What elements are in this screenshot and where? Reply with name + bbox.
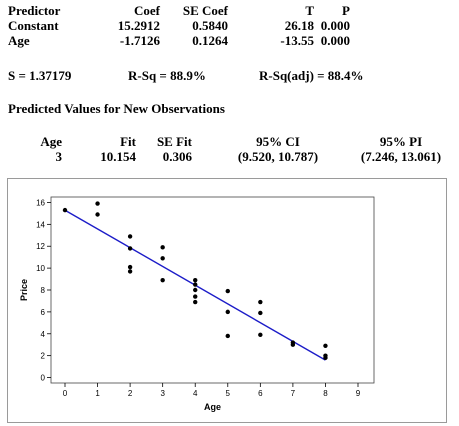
- stat-rsq-adj: R-Sq(adj) = 88.4%: [259, 68, 364, 83]
- y-tick-label: 12: [36, 242, 45, 251]
- data-point: [225, 309, 230, 315]
- data-point: [323, 343, 328, 348]
- x-tick-label: 0: [63, 389, 68, 398]
- plot-axes: [47, 196, 375, 387]
- pred-header-age: Age: [40, 134, 62, 149]
- data-point: [127, 246, 133, 251]
- data-point: [193, 299, 198, 305]
- x-tick-label: 3: [160, 389, 165, 398]
- y-axis-title: Price: [19, 279, 29, 301]
- y-tick-label: 4: [41, 330, 46, 339]
- y-tick-label: 6: [41, 308, 46, 317]
- stat-rsq: R-Sq = 88.9%: [128, 68, 206, 83]
- pred-ci-value: (9.520, 10.787): [237, 149, 319, 164]
- x-tick-label: 4: [193, 389, 198, 398]
- pred-header-se-fit: SE Fit: [156, 134, 192, 149]
- data-point: [258, 332, 263, 338]
- data-point: [225, 288, 230, 294]
- row-constant-t: 26.18: [284, 18, 314, 33]
- stat-s: S = 1.37179: [8, 68, 72, 83]
- data-point: [160, 277, 165, 283]
- row-age-p: 0.000: [320, 33, 350, 48]
- x-tick-label: 9: [356, 389, 361, 398]
- x-tick-label: 2: [128, 389, 133, 398]
- y-tick-label: 2: [41, 352, 46, 361]
- data-point: [193, 294, 198, 299]
- header-coef: Coef: [134, 3, 160, 18]
- row-constant-coef: 15.2912: [117, 18, 160, 33]
- header-t: T: [305, 3, 314, 18]
- data-point: [258, 299, 263, 305]
- x-tick-label: 1: [95, 389, 100, 398]
- y-tick-label: 10: [36, 264, 45, 273]
- data-point: [127, 269, 133, 274]
- row-constant-predictor: Constant: [8, 18, 59, 33]
- data-point: [95, 201, 100, 206]
- x-tick-label: 7: [291, 389, 296, 398]
- x-axis-title: Age: [204, 402, 221, 412]
- data-point: [62, 207, 68, 213]
- data-point: [127, 234, 133, 239]
- header-p: P: [342, 3, 350, 18]
- row-age-t: -13.55: [280, 33, 314, 48]
- y-tick-label: 0: [41, 374, 46, 383]
- pred-header-pi: 95% PI: [379, 134, 423, 149]
- y-tick-label: 16: [36, 198, 45, 207]
- y-tick-label: 14: [36, 220, 45, 229]
- data-point: [95, 212, 100, 217]
- x-tick-label: 6: [258, 389, 263, 398]
- data-point: [127, 264, 133, 270]
- data-point: [258, 310, 263, 316]
- header-se-coef: SE Coef: [182, 3, 228, 18]
- row-age-predictor: Age: [8, 33, 30, 48]
- data-point: [193, 277, 198, 283]
- data-point: [290, 342, 296, 347]
- y-tick-label: 8: [41, 286, 46, 295]
- pred-fit-value: 10.154: [100, 149, 136, 164]
- scatter-plot-frame: 0 1 2 3 4 5 6 7 8 9 0 2 4 6 8 10 12 14 16 Age Price: [7, 178, 447, 423]
- data-point: [193, 287, 198, 293]
- pred-se-fit-value: 0.306: [162, 149, 192, 164]
- row-constant-se-coef: 0.5840: [192, 18, 228, 33]
- prediction-title: Predicted Values for New Observations: [8, 101, 225, 116]
- row-constant-p: 0.000: [320, 18, 350, 33]
- data-point: [160, 256, 165, 261]
- data-point: [323, 355, 328, 361]
- row-age-coef: -1.7126: [119, 33, 160, 48]
- pred-age-value: 3: [55, 149, 63, 164]
- row-age-se-coef: 0.1264: [192, 33, 228, 48]
- pred-pi-value: (7.246, 13.061): [360, 149, 442, 164]
- pred-header-ci: 95% CI: [256, 134, 300, 149]
- data-point: [225, 333, 230, 339]
- data-point: [193, 282, 198, 287]
- header-predictor: Predictor: [8, 3, 61, 18]
- x-tick-label: 8: [323, 389, 328, 398]
- pred-header-fit: Fit: [120, 134, 136, 149]
- data-points: [62, 201, 328, 361]
- data-point: [160, 245, 165, 250]
- x-tick-label: 5: [226, 389, 231, 398]
